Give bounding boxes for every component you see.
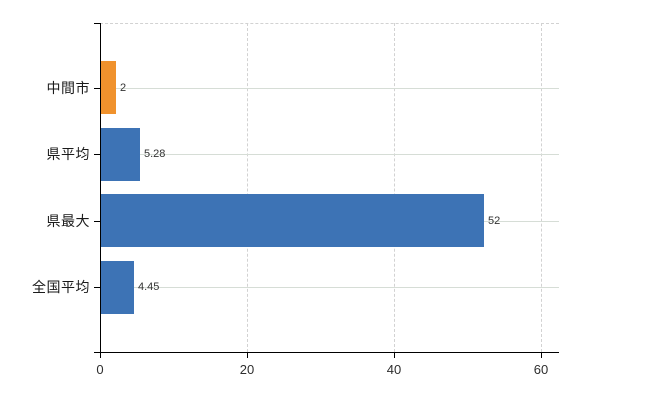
y-axis-top-cap bbox=[94, 23, 100, 24]
x-tick-label: 20 bbox=[239, 362, 255, 377]
category-label: 県平均 bbox=[46, 146, 90, 162]
value-label: 2 bbox=[120, 82, 127, 94]
x-gridline bbox=[394, 23, 395, 352]
value-label: 52 bbox=[488, 215, 501, 227]
x-tick-label: 40 bbox=[386, 362, 402, 377]
bar bbox=[101, 61, 116, 114]
category-gridline bbox=[101, 154, 559, 155]
x-axis-tick bbox=[541, 352, 542, 358]
value-label: 5.28 bbox=[144, 148, 166, 160]
y-axis-tick bbox=[94, 287, 100, 288]
category-label: 全国平均 bbox=[32, 279, 90, 295]
bar bbox=[101, 194, 484, 247]
category-gridline bbox=[101, 88, 559, 89]
x-gridline bbox=[247, 23, 248, 352]
category-gridline bbox=[101, 287, 559, 288]
y-axis-tick bbox=[94, 154, 100, 155]
x-tick-label: 60 bbox=[533, 362, 549, 377]
x-axis-tick bbox=[394, 352, 395, 358]
y-axis-tick bbox=[94, 221, 100, 222]
x-axis-line bbox=[94, 352, 559, 353]
category-label: 中間市 bbox=[46, 80, 90, 96]
bar bbox=[101, 261, 134, 314]
bar bbox=[101, 128, 140, 181]
x-axis-tick bbox=[100, 352, 101, 358]
y-axis-tick bbox=[94, 88, 100, 89]
value-label: 4.45 bbox=[138, 281, 160, 293]
plot-top-border bbox=[100, 23, 559, 24]
x-axis-tick bbox=[247, 352, 248, 358]
y-axis-line bbox=[100, 23, 101, 353]
x-tick-label: 0 bbox=[96, 362, 104, 377]
x-gridline bbox=[541, 23, 542, 352]
category-label: 県最大 bbox=[46, 213, 90, 229]
